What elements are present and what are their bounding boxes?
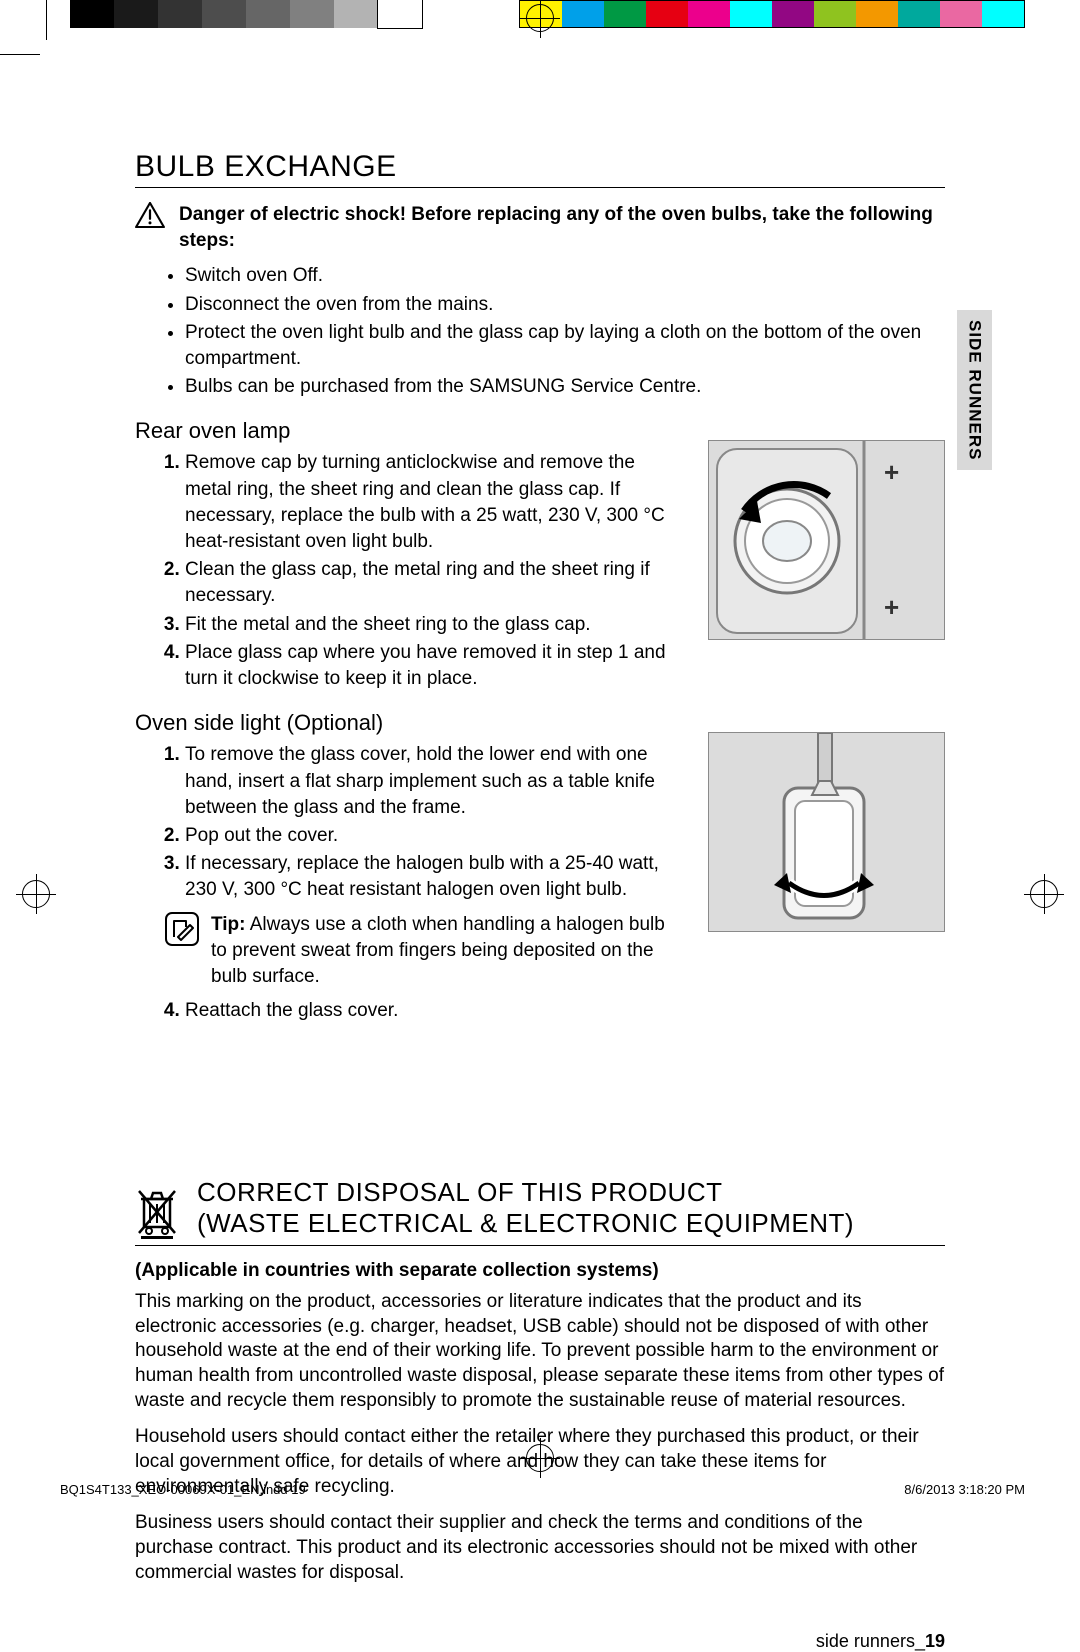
side-tab: SIDE RUNNERS bbox=[957, 310, 992, 470]
rear-steps: Remove cap by turning anticlockwise and … bbox=[135, 450, 683, 692]
disposal-p3: Business users should contact their supp… bbox=[135, 1511, 945, 1585]
svg-text:+: + bbox=[884, 592, 899, 622]
disposal-title: CORRECT DISPOSAL OF THIS PRODUCT (WASTE … bbox=[197, 1177, 854, 1239]
list-item: Place glass cap where you have removed i… bbox=[185, 640, 683, 692]
list-item: Disconnect the oven from the mains. bbox=[185, 292, 945, 318]
disposal-title-1: CORRECT DISPOSAL OF THIS PRODUCT bbox=[197, 1177, 854, 1208]
list-item: Pop out the cover. bbox=[185, 823, 683, 849]
weee-icon bbox=[135, 1187, 179, 1239]
registration-mark-icon bbox=[1030, 880, 1058, 908]
tip-label: Tip: bbox=[211, 914, 245, 935]
registration-mark-icon bbox=[22, 880, 50, 908]
footer-page: 19 bbox=[925, 1631, 945, 1651]
warning-text: Danger of electric shock! Before replaci… bbox=[179, 202, 945, 253]
side-steps: To remove the glass cover, hold the lowe… bbox=[135, 742, 683, 903]
disposal-p1: This marking on the product, accessories… bbox=[135, 1290, 945, 1413]
crop-mark bbox=[0, 54, 40, 55]
subheading-rear: Rear oven lamp bbox=[135, 418, 683, 444]
registration-mark-icon bbox=[526, 1444, 554, 1472]
side-steps-cont: Reattach the glass cover. bbox=[135, 998, 683, 1024]
safety-bullets: Switch oven Off. Disconnect the oven from… bbox=[135, 263, 945, 400]
tip-text: Tip: Always use a cloth when handling a … bbox=[211, 912, 683, 991]
list-item: Switch oven Off. bbox=[185, 263, 945, 289]
page-title: BULB EXCHANGE bbox=[135, 150, 945, 188]
imprint-date: 8/6/2013 3:18:20 PM bbox=[904, 1482, 1025, 1497]
color-ramp bbox=[519, 0, 1025, 28]
svg-text:+: + bbox=[884, 457, 899, 487]
list-item: Protect the oven light bulb and the glas… bbox=[185, 320, 945, 372]
printer-marks bbox=[0, 0, 1080, 60]
subheading-side-title: Oven side light bbox=[135, 710, 281, 735]
side-light-illustration bbox=[708, 732, 945, 932]
imprint-file: BQ1S4T133_XEO-00069X-01_EN.indd 19 bbox=[60, 1482, 306, 1497]
list-item: To remove the glass cover, hold the lowe… bbox=[185, 742, 683, 821]
disposal-title-2: (WASTE ELECTRICAL & ELECTRONIC EQUIPMENT… bbox=[197, 1208, 854, 1239]
page-footer: side runners_19 bbox=[816, 1631, 945, 1652]
subheading-side-suffix: (Optional) bbox=[287, 710, 384, 735]
tip-block: Tip: Always use a cloth when handling a … bbox=[165, 912, 683, 991]
footer-section: side runners bbox=[816, 1631, 915, 1651]
page: BULB EXCHANGE Danger of electric shock! … bbox=[135, 150, 945, 1597]
disposal-subtitle: (Applicable in countries with separate c… bbox=[135, 1260, 945, 1282]
list-item: Bulbs can be purchased from the SAMSUNG … bbox=[185, 374, 945, 400]
list-item: If necessary, replace the halogen bulb w… bbox=[185, 851, 683, 903]
tip-icon bbox=[165, 912, 199, 946]
list-item: Clean the glass cap, the metal ring and … bbox=[185, 557, 683, 609]
tip-body: Always use a cloth when handling a halog… bbox=[211, 914, 665, 987]
list-item: Fit the metal and the sheet ring to the … bbox=[185, 612, 683, 638]
gray-ramp bbox=[70, 0, 422, 28]
list-item: Remove cap by turning anticlockwise and … bbox=[185, 450, 683, 555]
warning-icon bbox=[135, 202, 165, 228]
list-item: Reattach the glass cover. bbox=[185, 998, 683, 1024]
crop-mark bbox=[46, 0, 47, 40]
disposal-section: CORRECT DISPOSAL OF THIS PRODUCT (WASTE … bbox=[135, 1177, 945, 1586]
rear-lamp-illustration: + + bbox=[708, 440, 945, 640]
warning-block: Danger of electric shock! Before replaci… bbox=[135, 202, 945, 253]
subheading-side: Oven side light (Optional) bbox=[135, 710, 683, 736]
registration-mark-icon bbox=[526, 4, 554, 32]
